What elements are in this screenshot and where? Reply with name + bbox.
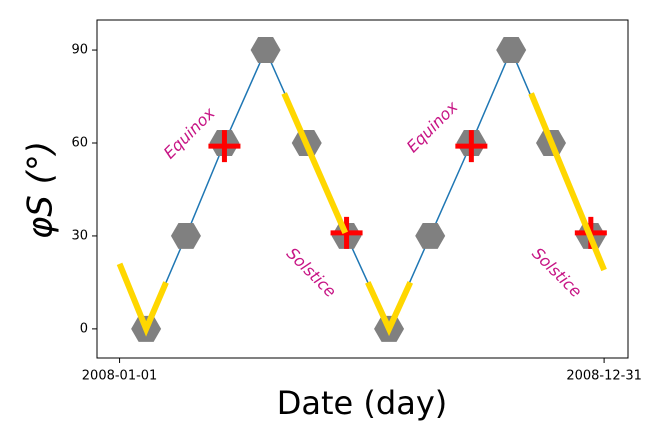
- y-tick-label: 90: [71, 43, 88, 58]
- hexagon-marker: [250, 37, 281, 64]
- x-axis-label: Date (day): [277, 384, 447, 422]
- data-line: [116, 262, 169, 337]
- annotation: Solstice: [283, 244, 340, 301]
- annotation: Solstice: [528, 244, 585, 301]
- y-tick-label: 60: [71, 135, 88, 150]
- data-line: [281, 92, 348, 235]
- hexagon-marker: [496, 37, 527, 64]
- data-line: [528, 92, 607, 272]
- x-tick-label: 2008-12-31: [566, 369, 642, 384]
- plus-marker: [455, 130, 488, 163]
- annotation: Equinox: [160, 103, 219, 162]
- x-tick-label: 2008-01-01: [82, 369, 158, 384]
- hexagon-marker: [415, 222, 446, 249]
- plus-marker: [208, 130, 241, 163]
- y-tick-label: 30: [71, 228, 88, 243]
- y-axis-label: φS (°): [21, 141, 61, 239]
- hexagon-marker: [170, 222, 201, 249]
- annotation: Equinox: [403, 97, 462, 156]
- y-tick-label: 0: [80, 321, 88, 336]
- data-line: [365, 281, 414, 337]
- plot-frame: [96, 19, 629, 359]
- plus-marker: [330, 216, 363, 249]
